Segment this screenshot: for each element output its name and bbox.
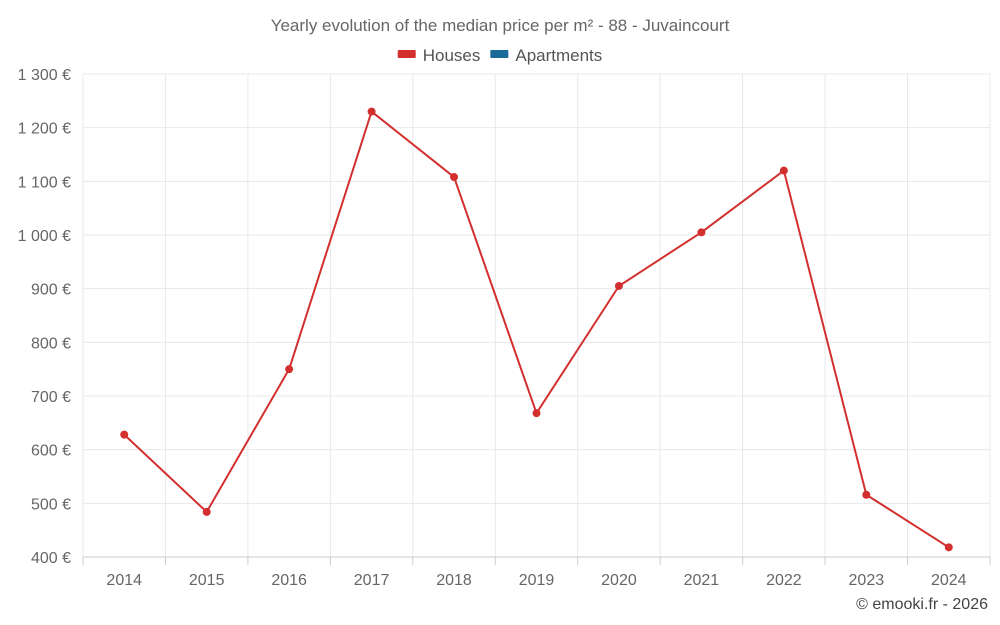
- y-tick-label: 600 €: [31, 443, 71, 460]
- y-tick-label: 700 €: [31, 389, 71, 406]
- data-point-2017[interactable]: [367, 107, 376, 116]
- y-axis: 400 € 500 € 600 € 700 € 800 € 900 € 1 000 € 1 1…: [18, 67, 71, 567]
- legend-item-houses[interactable]: Houses: [397, 46, 481, 65]
- credit-text: © emooki.fr - 2026: [856, 596, 988, 613]
- x-tick-label: 2022: [766, 572, 802, 589]
- x-tick-label: 2021: [684, 572, 720, 589]
- legend-label: Houses: [423, 46, 481, 65]
- chart-title: Yearly evolution of the median price per…: [271, 16, 730, 35]
- data-point-2024[interactable]: [944, 543, 953, 552]
- legend-swatch: [397, 50, 416, 58]
- y-tick-label: 500 €: [31, 496, 71, 513]
- x-tick-label: 2018: [436, 572, 472, 589]
- data-point-2016[interactable]: [285, 365, 294, 374]
- x-tick-label: 2017: [354, 572, 390, 589]
- data-point-2015[interactable]: [202, 507, 211, 516]
- y-tick-label: 1 200 €: [18, 121, 71, 138]
- data-point-2020[interactable]: [614, 281, 623, 290]
- data-point-2021[interactable]: [697, 228, 706, 237]
- grid: [82, 73, 991, 558]
- y-tick-label: 800 €: [31, 335, 71, 352]
- y-tick-label: 1 300 €: [18, 67, 71, 84]
- x-tick-label: 2016: [271, 572, 307, 589]
- data-point-2018[interactable]: [450, 173, 459, 182]
- x-tick-label: 2015: [189, 572, 225, 589]
- x-tick-label: 2019: [519, 572, 555, 589]
- x-tick-label: 2014: [106, 572, 142, 589]
- y-tick-label: 400 €: [31, 550, 71, 567]
- legend-label: Apartments: [515, 46, 602, 65]
- legend-item-apartments[interactable]: Apartments: [490, 46, 602, 65]
- x-tick-label: 2020: [601, 572, 637, 589]
- data-point-2014[interactable]: [120, 430, 129, 439]
- y-tick-label: 900 €: [31, 282, 71, 299]
- x-tick-label: 2023: [849, 572, 885, 589]
- y-tick-label: 1 000 €: [18, 228, 71, 245]
- data-point-2019[interactable]: [532, 409, 541, 418]
- legend-swatch: [490, 50, 509, 58]
- y-tick-label: 1 100 €: [18, 174, 71, 191]
- x-axis: 2014 2015 2016 2017 2018 2019 2020 2021 2022 2023…: [82, 556, 991, 589]
- x-tick-label: 2024: [931, 572, 967, 589]
- data-point-2022[interactable]: [779, 166, 788, 175]
- series-layer: [120, 107, 953, 552]
- legend: Houses Apartments: [397, 46, 602, 65]
- data-point-2023[interactable]: [862, 490, 871, 499]
